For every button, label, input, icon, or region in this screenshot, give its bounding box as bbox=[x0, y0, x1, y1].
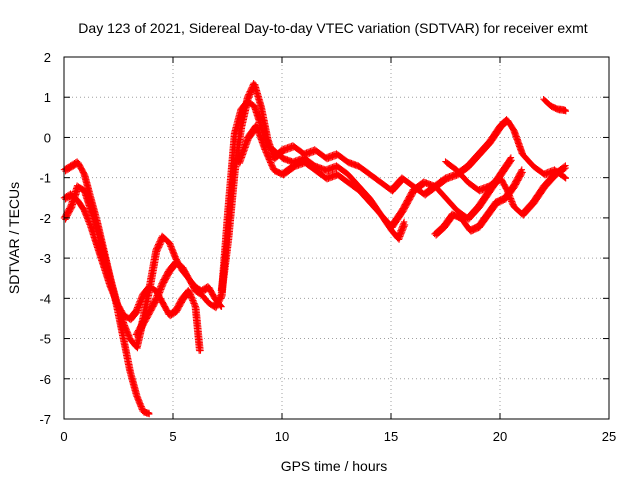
data-point bbox=[400, 218, 408, 226]
data-point bbox=[195, 347, 203, 354]
data-point bbox=[218, 293, 225, 301]
x-axis-label: GPS time / hours bbox=[281, 458, 388, 474]
data-layer bbox=[60, 79, 570, 418]
data-point bbox=[401, 221, 409, 229]
series-track-9 bbox=[540, 96, 570, 115]
y-tick-label: -2 bbox=[39, 211, 51, 226]
y-axis-label: SDTVAR / TECUs bbox=[6, 182, 22, 294]
y-tick-label: -3 bbox=[39, 251, 51, 266]
x-tick-label: 10 bbox=[275, 429, 289, 444]
y-tick-label: -7 bbox=[39, 412, 51, 427]
y-tick-label: -5 bbox=[39, 332, 51, 347]
tick-layer: 0 5 10 15 20 25 -7 -6 -5 -4 -3 -2 -1 0 1 2 bbox=[39, 50, 616, 444]
x-tick-label: 15 bbox=[384, 429, 398, 444]
y-tick-label: 2 bbox=[44, 50, 51, 65]
grid-layer bbox=[64, 57, 609, 419]
x-tick-label: 5 bbox=[169, 429, 176, 444]
x-tick-label: 25 bbox=[602, 429, 616, 444]
x-tick-label: 20 bbox=[493, 429, 507, 444]
x-tick-label: 0 bbox=[60, 429, 67, 444]
y-tick-label: 0 bbox=[44, 130, 51, 145]
y-tick-label: 1 bbox=[44, 90, 51, 105]
y-tick-label: -1 bbox=[39, 171, 51, 186]
chart-title: Day 123 of 2021, Sidereal Day-to-day VTE… bbox=[78, 20, 587, 36]
y-tick-label: -4 bbox=[39, 291, 51, 306]
data-point bbox=[400, 220, 407, 227]
plot-frame bbox=[63, 56, 610, 420]
data-point bbox=[145, 409, 153, 417]
y-tick-label: -6 bbox=[39, 372, 51, 387]
